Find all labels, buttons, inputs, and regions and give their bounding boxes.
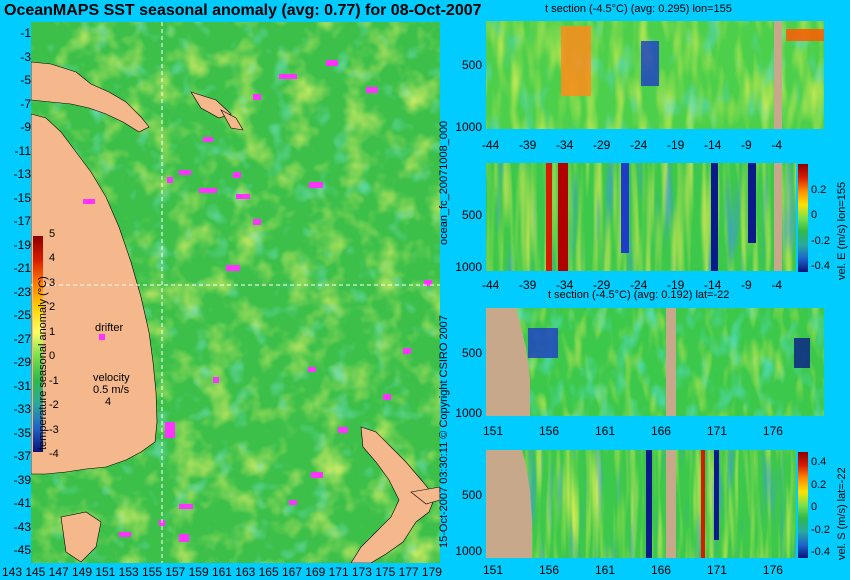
section-panel-2[interactable] xyxy=(486,163,796,271)
drifter-markers xyxy=(83,60,432,542)
colorbar xyxy=(33,236,43,452)
panel3-title: t section (-4.5°C) (avg: 0.192) lat=-22 xyxy=(548,289,730,301)
panel1-xticks: -44 -39 -34 -29 -24 -19 -14 -9 -4 xyxy=(482,138,782,152)
land-australia xyxy=(31,113,158,475)
panel4-side-label: vel. S (m/s) lat=-22 xyxy=(836,467,848,560)
land-png xyxy=(31,61,150,133)
lat-axis: -1 -3 -5 -7 -9 -11 -13 -15 -17 -19 -21 -23 -25 -2… xyxy=(13,26,31,557)
run-id: ocean_fc_20071008_000 xyxy=(438,120,450,245)
panel2-colorbar-ticks: 0.2 0 -0.2 -0.4 xyxy=(811,184,830,272)
lon-axis: 143 145 147 149 151 153 155 157 159 161 163 165 … xyxy=(2,565,442,579)
panel4-colorbar-ticks: 0.4 0.2 0 -0.2 -0.4 xyxy=(811,456,830,558)
land-tasmania xyxy=(60,511,102,563)
panel1-yticks: 500 1000 xyxy=(455,58,482,134)
panel4-xticks: 151 156 161 166 171 176 xyxy=(483,563,783,577)
section-panel-3[interactable] xyxy=(486,308,824,416)
colorbar-label: temperature seasonal anomaly (°C) xyxy=(37,276,49,450)
legend-velocity-value: 0.5 m/s xyxy=(93,384,130,396)
legend-velocity: velocity xyxy=(93,372,130,384)
panel2-yticks: 500 1000 xyxy=(455,208,482,274)
panel4-colorbar xyxy=(798,452,808,558)
panel3-xticks: 151 156 161 166 171 176 xyxy=(483,424,783,438)
panel4-yticks: 500 1000 xyxy=(455,488,482,558)
map-title: OceanMAPS SST seasonal anomaly (avg: 0.7… xyxy=(4,2,482,19)
panel1-title: t section (-4.5°C) (avg: 0.295) lon=155 xyxy=(545,3,732,15)
section-panel-4[interactable] xyxy=(486,450,796,558)
section-panel-1[interactable] xyxy=(486,21,824,129)
panel2-colorbar xyxy=(798,164,808,272)
copyright: 15-Oct-2007 03:30:11 © Copyright CSIRO 2… xyxy=(438,315,450,548)
panel2-side-label: vel. E (m/s) lon=155 xyxy=(836,181,848,280)
panel2-xticks: -44 -39 -34 -29 -24 -19 -14 -9 -4 xyxy=(482,278,782,292)
legend-drifter: drifter xyxy=(95,322,124,334)
panel3-yticks: 500 1000 xyxy=(455,346,482,420)
legend-velocity-sub: 4 xyxy=(105,396,112,408)
